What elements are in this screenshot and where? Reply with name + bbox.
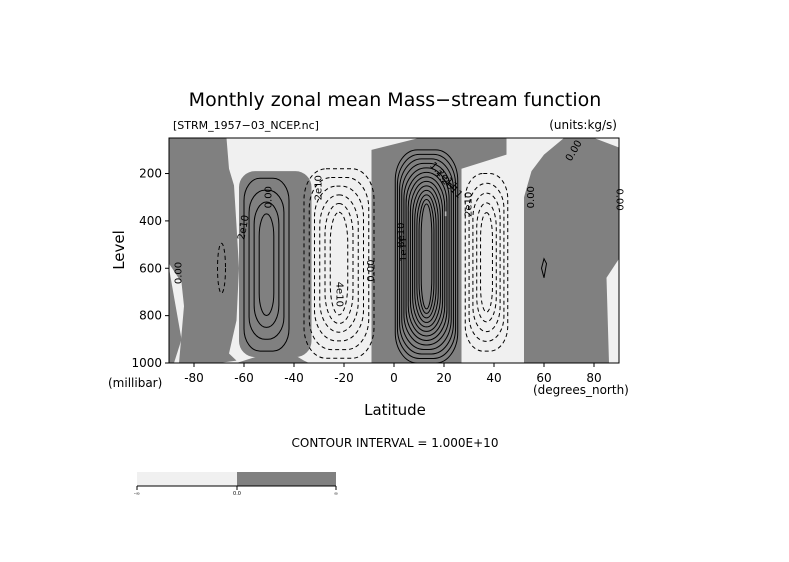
x-tick-label: 80 (586, 371, 601, 385)
polar-closed-contour (540, 257, 548, 278)
colorbar-positive-swatch (237, 472, 336, 486)
shade-south-pole (169, 268, 182, 363)
y-tick-label: 1000 (131, 356, 162, 370)
contour-label: 8e10 (396, 222, 407, 247)
x-tick-label: -80 (184, 371, 204, 385)
contour-northern-ferrel (472, 192, 501, 333)
contour-interval-text: CONTOUR INTERVAL = 1.000E+10 (292, 436, 499, 450)
positive-shading (169, 138, 619, 363)
x-tick-label: -40 (284, 371, 304, 385)
contour-northern-hadley (416, 194, 437, 319)
contour-label: 4e10 (334, 282, 345, 307)
shade-south-outer (169, 138, 239, 363)
contour-northern-hadley (420, 203, 433, 310)
contour-northern-hadley (407, 176, 446, 337)
colorbar-label-zero: 0.0 (233, 491, 241, 497)
contour-northern-hadley (409, 180, 444, 332)
contour-label: 0.00 (174, 262, 185, 284)
x-tick-label: 60 (536, 371, 551, 385)
contour-southern-hadley (324, 203, 354, 325)
contour-southern-hadley (314, 185, 364, 342)
units-label: (units:kg/s) (549, 118, 617, 132)
x-axis-label: Latitude (364, 401, 426, 419)
x-tick-label: 40 (486, 371, 501, 385)
colorbar-label-min: -∞ (134, 491, 140, 497)
contour-southern-cell (253, 201, 280, 328)
shade-southern-cell (239, 171, 312, 358)
y-tick-label: 400 (139, 214, 162, 228)
contour-southern-cell (248, 189, 285, 340)
contour-label: 2e10 (314, 175, 325, 200)
contour-southern-hadley (319, 194, 359, 333)
contour-southern-cell (243, 177, 290, 352)
colorbar: -∞ 0.0 ∞ (134, 472, 338, 497)
plot-gap (444, 211, 447, 217)
contour-label: 0.00 (526, 186, 537, 208)
contour-label: 0.00 (366, 259, 377, 281)
contour-southern-hadley (329, 211, 349, 316)
y-tick-label: 600 (139, 261, 162, 275)
contour-southern-hadley (308, 176, 370, 351)
x-tick-label: -60 (234, 371, 254, 385)
y-axis-label: Level (110, 230, 128, 270)
x-unit-label: (degrees_north) (533, 383, 629, 397)
colorbar-label-max: ∞ (334, 491, 338, 497)
contour-south-weak (217, 242, 226, 294)
contour-label: 2e10 (236, 214, 251, 241)
y-tick-label: 200 (139, 167, 162, 181)
x-tick-label: -20 (334, 371, 354, 385)
colorbar-negative-swatch (137, 472, 237, 486)
contour-northern-ferrel (468, 182, 505, 342)
shade-northern-hadley (371, 138, 507, 363)
contour-lines (217, 149, 509, 364)
contour-northern-hadley (401, 162, 452, 350)
y-tick-label: 800 (139, 309, 162, 323)
contour-northern-hadley (412, 185, 441, 328)
contour-northern-hadley (418, 198, 435, 314)
x-tick-label: 0 (390, 371, 398, 385)
chart-title: Monthly zonal mean Mass−stream function (189, 89, 602, 111)
contour-northern-ferrel (476, 202, 497, 323)
contour-label: 1e11 (399, 237, 410, 262)
shade-northern-pole (524, 138, 619, 363)
contour-northern-ferrel (464, 173, 509, 352)
contour-label: 2e10 (464, 192, 475, 217)
contour-northern-ferrel (480, 212, 493, 313)
contour-label: 0.00 (264, 186, 275, 208)
contour-northern-hadley (403, 167, 450, 346)
contour-northern-hadley (396, 153, 457, 359)
contour-northern-hadley (414, 189, 439, 323)
y-unit-label: (millibar) (108, 376, 162, 390)
x-tick-label: 20 (436, 371, 451, 385)
contour-northern-hadley (405, 171, 448, 341)
file-label: [STRM_1957−03_NCEP.nc] (173, 119, 319, 132)
contour-southern-cell (258, 213, 275, 316)
y-axis-ticks: 200 400 600 800 1000 (131, 167, 169, 370)
contour-northern-hadley (399, 158, 454, 355)
x-axis-ticks: -80 -60 -40 -20 0 20 40 60 80 (184, 363, 602, 385)
